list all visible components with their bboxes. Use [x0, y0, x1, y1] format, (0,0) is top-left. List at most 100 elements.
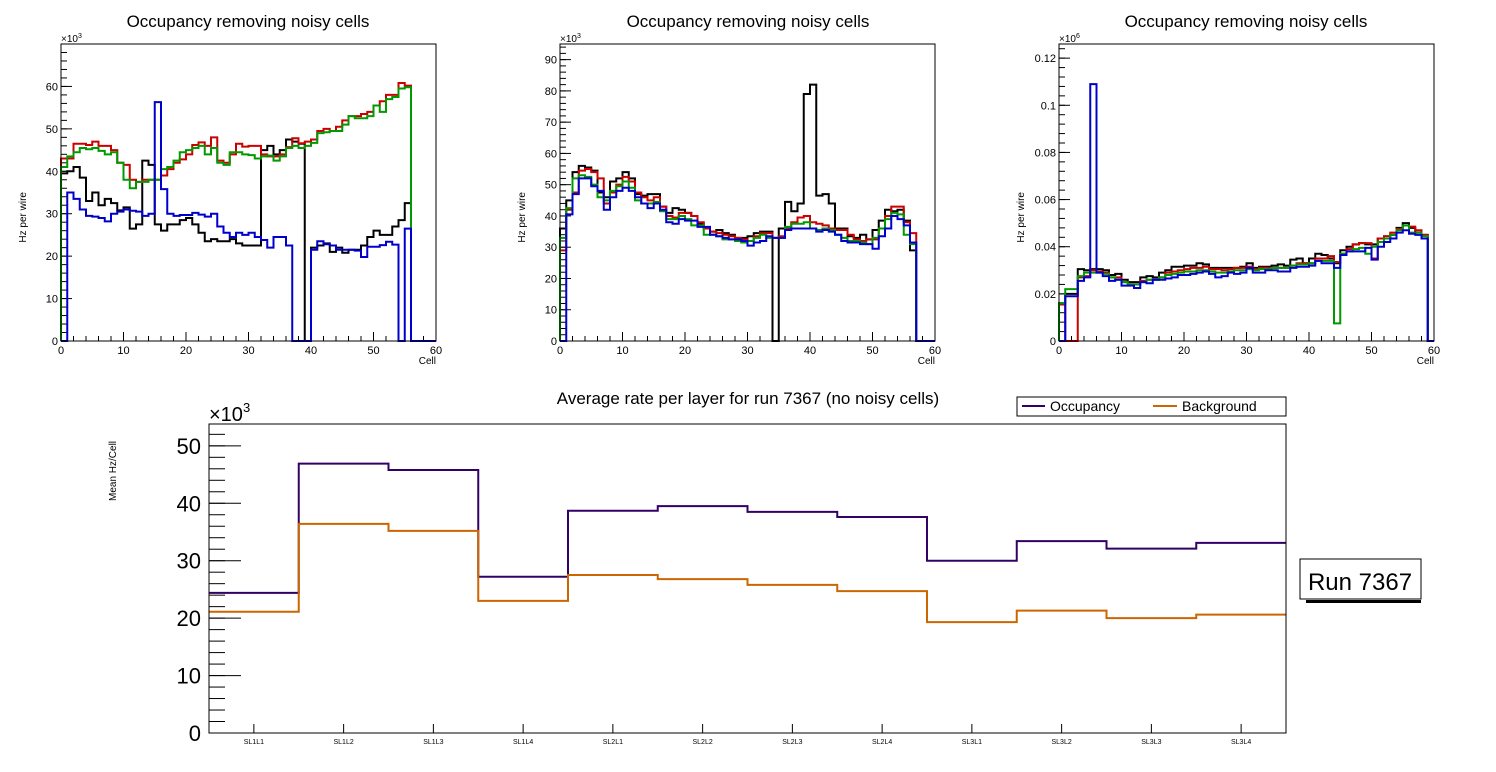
- run-label-shadow: [1306, 600, 1421, 603]
- axes: 0 10 20 30 40 50 60 0 10 20 30 40 50 60: [46, 43, 442, 357]
- y-tick-label: 90: [545, 55, 557, 67]
- y-multiplier: ×103: [61, 33, 82, 45]
- x-tick-label: 60: [430, 345, 442, 357]
- y-tick-label: 40: [177, 491, 201, 516]
- x-tick-label: 10: [117, 345, 129, 357]
- x-tick-label: SL3L2: [1052, 739, 1072, 746]
- axes: 0 0.02 0.04 0.06 0.08 0.1 0.12 0 10 20 30 40 50 60: [1035, 48, 1440, 357]
- x-tick-label: SL3L4: [1231, 739, 1251, 746]
- plot-series: [209, 462, 1286, 624]
- y-multiplier: ×103: [560, 33, 581, 45]
- y-axis-label: Hz per wire: [18, 192, 29, 243]
- chart-title: Occupancy removing noisy cells: [627, 12, 870, 31]
- plot-series: [559, 83, 935, 342]
- axes: 0 10 20 30 40 50 SL1L1 SL1L2 SL1L3 SL1L4 SL2L1 SL2L…: [177, 434, 1252, 746]
- histogram-panel-2: Occupancy removing noisy cells Hz per wi…: [517, 12, 941, 367]
- y-tick-label: 80: [545, 86, 557, 98]
- x-tick-label: 10: [1115, 345, 1127, 357]
- plot-series: [1058, 83, 1434, 342]
- legend-label-background: Background: [1182, 398, 1257, 414]
- y-tick-label: 0: [1050, 336, 1056, 348]
- x-tick-label: SL1L4: [513, 739, 533, 746]
- series-blue: [61, 101, 436, 342]
- layer-rate-panel: Average rate per layer for run 7367 (no …: [108, 389, 1422, 746]
- x-tick-label: 0: [1056, 345, 1062, 357]
- y-tick-label: 60: [46, 81, 58, 93]
- x-axis-label: Cell: [419, 356, 436, 367]
- series-occupancy: [209, 462, 1286, 594]
- x-tick-label: 50: [1365, 345, 1377, 357]
- run-label: Run 7367: [1308, 569, 1412, 596]
- series-green: [60, 86, 436, 342]
- x-tick-label: 40: [1303, 345, 1315, 357]
- y-tick-label: 0.04: [1035, 242, 1056, 254]
- x-tick-label: SL3L1: [962, 739, 982, 746]
- y-tick-label: 20: [545, 273, 557, 285]
- plot-frame: [208, 423, 1287, 734]
- y-axis-label: Hz per wire: [1016, 192, 1027, 243]
- x-axis-label: Cell: [1417, 356, 1434, 367]
- x-tick-label: SL1L1: [244, 739, 264, 746]
- series-green: [559, 174, 935, 342]
- x-tick-label: 60: [929, 345, 941, 357]
- x-tick-label: 30: [741, 345, 753, 357]
- y-tick-label: 10: [545, 305, 557, 317]
- x-tick-label: SL2L4: [872, 739, 892, 746]
- series-black: [559, 83, 935, 342]
- x-tick-label: 0: [557, 345, 563, 357]
- x-tick-label: SL3L3: [1141, 739, 1161, 746]
- y-tick-label: 30: [545, 242, 557, 254]
- y-tick-label: 60: [545, 148, 557, 160]
- x-tick-label: SL1L3: [423, 739, 443, 746]
- plot-series: [60, 82, 436, 342]
- y-axis-label: Mean Hz/Cell: [108, 441, 119, 501]
- plot-frame: [60, 43, 437, 342]
- plot-frame: [1058, 43, 1435, 342]
- y-tick-label: 0.02: [1035, 289, 1056, 301]
- x-tick-label: SL2L3: [782, 739, 802, 746]
- legend-box: [1016, 396, 1287, 417]
- x-tick-label: 20: [1178, 345, 1190, 357]
- x-tick-label: 0: [58, 345, 64, 357]
- x-tick-label: 30: [242, 345, 254, 357]
- y-tick-label: 30: [177, 549, 201, 574]
- y-tick-label: 20: [46, 251, 58, 263]
- run-label-frame: [1299, 558, 1422, 600]
- series-green: [1058, 224, 1434, 342]
- plot-frame: [559, 43, 936, 342]
- y-tick-label: 10: [46, 294, 58, 306]
- x-tick-label: 20: [180, 345, 192, 357]
- y-tick-label: 70: [545, 117, 557, 129]
- y-axis-label: Hz per wire: [517, 192, 528, 243]
- y-tick-label: 0: [189, 721, 201, 746]
- y-tick-label: 0.12: [1035, 53, 1056, 65]
- x-tick-label: SL2L2: [693, 739, 713, 746]
- chart-title: Occupancy removing noisy cells: [127, 12, 370, 31]
- series-blue: [560, 177, 935, 342]
- chart-title: Average rate per layer for run 7367 (no …: [557, 389, 939, 408]
- x-tick-label: SL1L2: [334, 739, 354, 746]
- y-tick-label: 0.08: [1035, 147, 1056, 159]
- legend-label-occupancy: Occupancy: [1050, 398, 1120, 414]
- histogram-panel-1: Occupancy removing noisy cells Hz per wi…: [18, 12, 442, 367]
- y-tick-label: 0.1: [1041, 100, 1056, 112]
- y-tick-label: 50: [177, 434, 201, 459]
- y-tick-label: 20: [177, 606, 201, 631]
- y-tick-label: 30: [46, 209, 58, 221]
- y-tick-label: 0.06: [1035, 195, 1056, 207]
- x-tick-label: 50: [367, 345, 379, 357]
- legend: Occupancy Background: [1016, 396, 1287, 417]
- y-tick-label: 40: [46, 166, 58, 178]
- x-tick-label: 10: [616, 345, 628, 357]
- y-tick-label: 50: [46, 124, 58, 136]
- x-tick-label: 30: [1240, 345, 1252, 357]
- x-axis-label: Cell: [918, 356, 935, 367]
- y-multiplier: ×103: [209, 400, 250, 426]
- x-tick-label: 40: [305, 345, 317, 357]
- chart-title: Occupancy removing noisy cells: [1125, 12, 1368, 31]
- series-black: [60, 138, 436, 342]
- y-tick-label: 40: [545, 211, 557, 223]
- x-tick-label: 50: [866, 345, 878, 357]
- x-tick-label: 20: [679, 345, 691, 357]
